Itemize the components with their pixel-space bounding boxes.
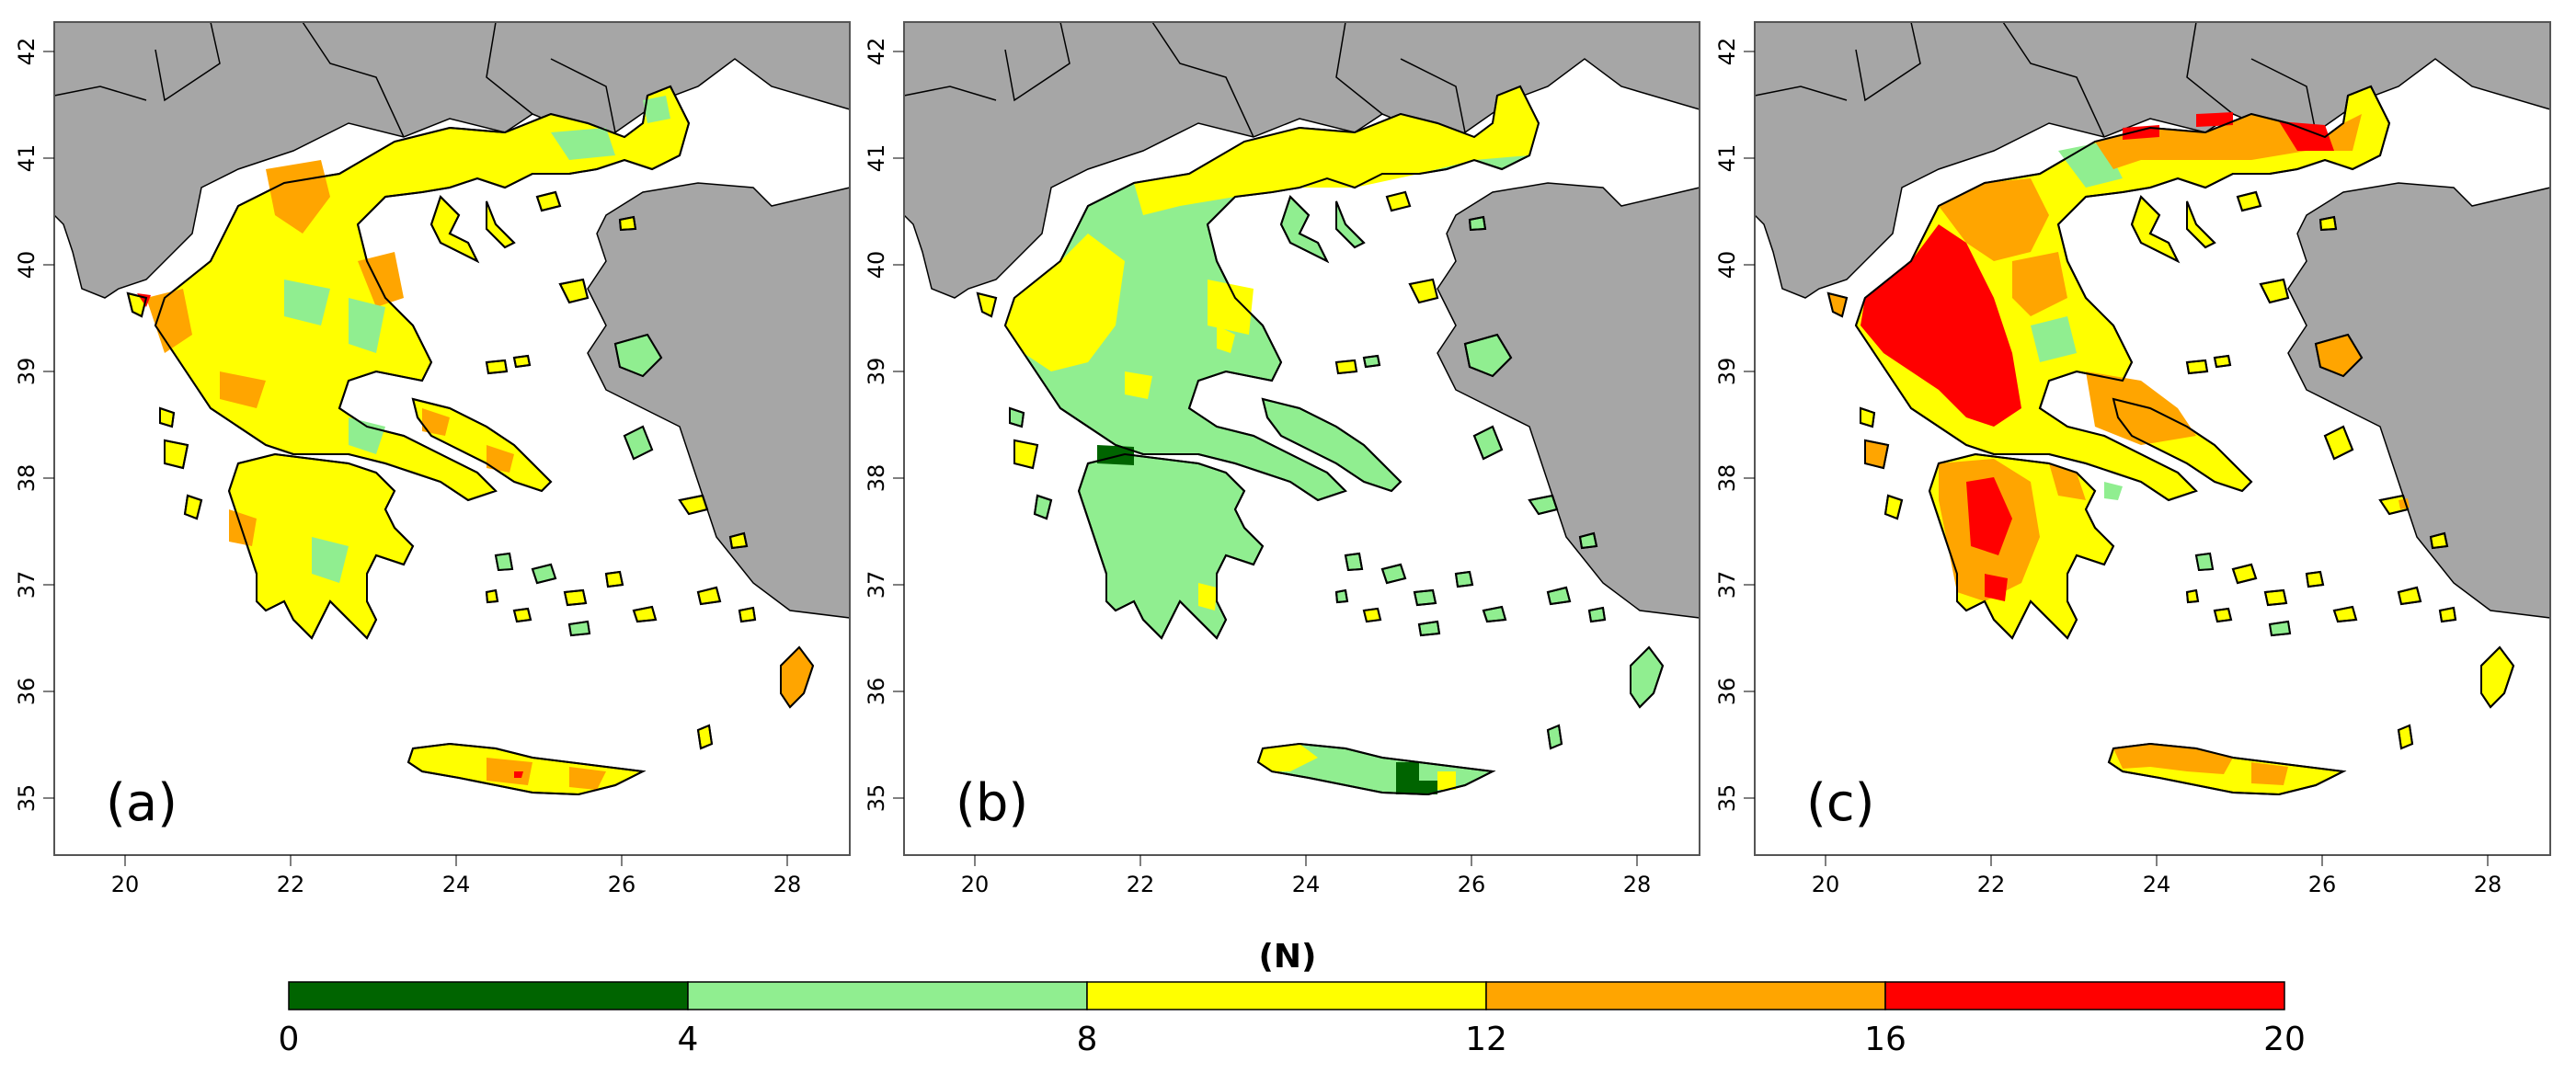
- lat-tick: 40: [864, 251, 889, 280]
- map-frame: [1754, 21, 2551, 856]
- lat-tick: 42: [864, 38, 889, 66]
- lon-tick: 24: [1292, 872, 1321, 897]
- map-panel-b: (b) 20 22 24 26 28 42 41 40 39 38 37 36 …: [864, 21, 1700, 897]
- colorbar-tick: 0: [279, 1021, 300, 1058]
- map-frame: [903, 21, 1700, 856]
- lat-tick: 41: [14, 144, 40, 173]
- lon-ticks: 20 22 24 26 28: [111, 855, 802, 897]
- lat-tick: 37: [1714, 571, 1740, 599]
- colorbar-tick: 4: [678, 1021, 699, 1058]
- colorbar-bins: [288, 981, 2285, 1010]
- colorbar-ticks: 0 4 8 12 16 20: [279, 1021, 2306, 1058]
- lat-tick: 40: [1714, 251, 1740, 280]
- grid-cells-b: [978, 86, 1539, 794]
- colorbar-bin-4: [1884, 981, 2285, 1010]
- lat-tick: 38: [864, 464, 889, 493]
- lat-tick: 35: [1714, 784, 1740, 813]
- lon-tick: 22: [277, 872, 305, 897]
- colorbar-bin-2: [1086, 981, 1487, 1010]
- lat-tick: 39: [1714, 358, 1740, 386]
- lon-tick: 20: [1812, 872, 1840, 897]
- lat-tick: 37: [864, 571, 889, 599]
- lon-tick: 26: [608, 872, 636, 897]
- lat-ticks: 42 41 40 39 38 37 36 35: [1714, 38, 1755, 813]
- colorbar-tick: 12: [1465, 1021, 1507, 1058]
- lat-tick: 35: [14, 784, 40, 813]
- map-frame: [53, 21, 851, 856]
- panel-label: (c): [1806, 773, 1874, 833]
- lat-tick: 41: [864, 144, 889, 173]
- lon-tick: 22: [1127, 872, 1155, 897]
- lat-tick: 36: [1714, 678, 1740, 706]
- lat-tick: 42: [1714, 38, 1740, 66]
- lat-tick: 40: [14, 251, 40, 280]
- map-panel-a: (a) 20 22 24 26 28 42 41 40 39 38 37 36 …: [14, 21, 851, 897]
- grid-cells-c: [1828, 112, 2410, 785]
- lon-tick: 22: [1977, 872, 2006, 897]
- colorbar-bin-3: [1485, 981, 1886, 1010]
- colorbar-tick: 16: [1864, 1021, 1906, 1058]
- panel-label: (a): [106, 773, 177, 833]
- panel-label: (b): [956, 773, 1028, 833]
- lon-tick: 28: [773, 872, 802, 897]
- colorbar: (N) 0 4 8 12 16 20: [279, 938, 2306, 1058]
- lon-tick: 24: [2143, 872, 2171, 897]
- colorbar-title: (N): [1258, 938, 1316, 976]
- map-panel-c: (c) 20 22 24 26 28 42 41 40 39 38 37 36 …: [1714, 21, 2551, 897]
- lat-tick: 41: [1714, 144, 1740, 173]
- lat-tick: 39: [14, 358, 40, 386]
- colorbar-bin-1: [687, 981, 1088, 1010]
- colorbar-tick: 8: [1077, 1021, 1098, 1058]
- lon-tick: 26: [1458, 872, 1486, 897]
- lat-tick: 36: [14, 678, 40, 706]
- lat-tick: 39: [864, 358, 889, 386]
- lat-ticks: 42 41 40 39 38 37 36 35: [14, 38, 54, 813]
- lon-tick: 20: [961, 872, 990, 897]
- lon-ticks: 20 22 24 26 28: [1812, 855, 2502, 897]
- lon-tick: 24: [442, 872, 471, 897]
- lon-ticks: 20 22 24 26 28: [961, 855, 1652, 897]
- lat-ticks: 42 41 40 39 38 37 36 35: [864, 38, 904, 813]
- lat-tick: 37: [14, 571, 40, 599]
- lon-tick: 28: [2474, 872, 2502, 897]
- lon-tick: 28: [1623, 872, 1652, 897]
- lon-tick: 20: [111, 872, 140, 897]
- lat-tick: 35: [864, 784, 889, 813]
- lat-tick: 36: [864, 678, 889, 706]
- lat-tick: 38: [1714, 464, 1740, 493]
- lat-tick: 38: [14, 464, 40, 493]
- grid-cells-a: [137, 96, 813, 790]
- colorbar-bin-0: [288, 981, 689, 1010]
- lon-tick: 26: [2308, 872, 2337, 897]
- lat-tick: 42: [14, 38, 40, 66]
- colorbar-tick: 20: [2263, 1021, 2306, 1058]
